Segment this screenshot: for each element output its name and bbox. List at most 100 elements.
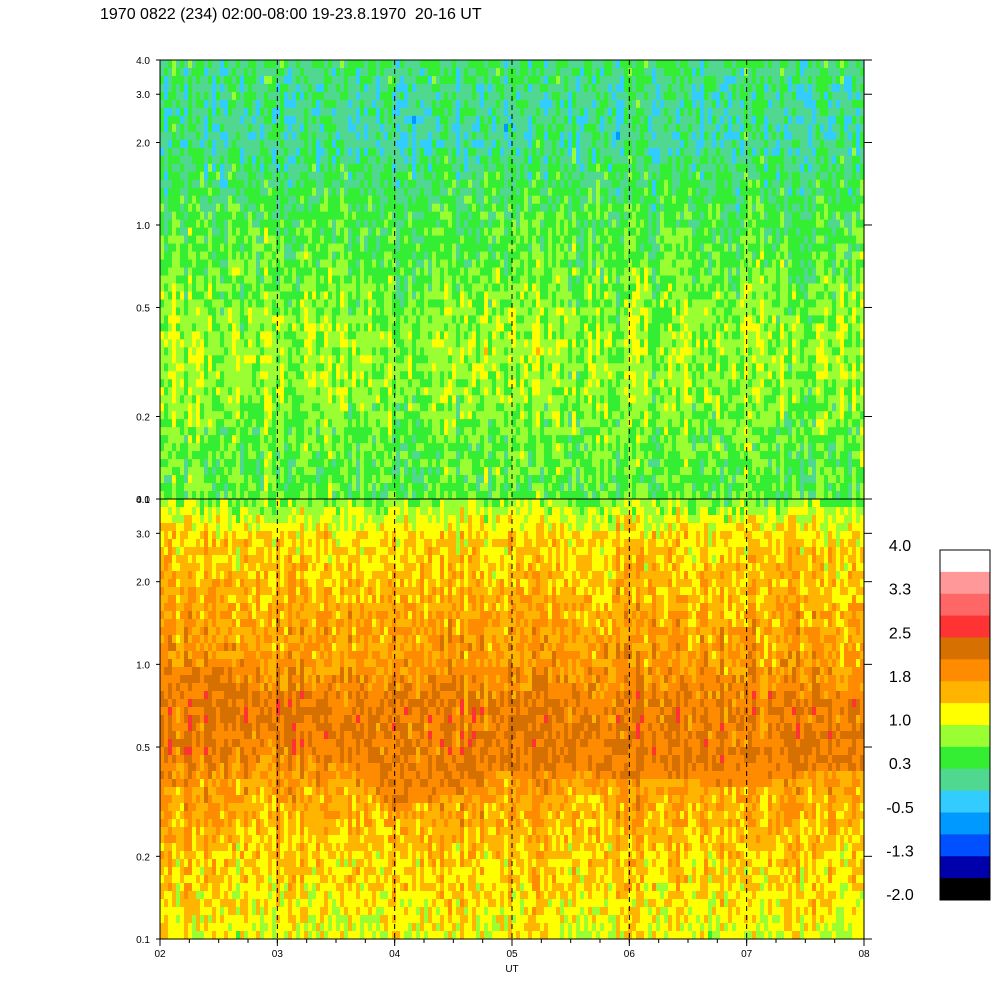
heatmap-cell (616, 147, 621, 157)
heatmap-cell (244, 275, 249, 285)
heatmap-cell (756, 139, 761, 149)
heatmap-cell (232, 275, 237, 285)
heatmap-cell (200, 131, 205, 141)
heatmap-cell (192, 211, 197, 221)
heatmap-cell (488, 227, 493, 237)
heatmap-cell (352, 171, 357, 181)
heatmap-cell (636, 67, 641, 77)
heatmap-cell (316, 235, 321, 245)
heatmap-cell (444, 83, 449, 93)
heatmap-cell (664, 67, 669, 77)
heatmap-cell (264, 67, 269, 77)
heatmap-cell (512, 107, 517, 117)
heatmap-cell (500, 83, 505, 93)
heatmap-cell (620, 187, 625, 197)
heatmap-cell (824, 99, 829, 109)
heatmap-cell (184, 91, 189, 101)
heatmap-cell (216, 147, 221, 157)
heatmap-cell (348, 115, 353, 125)
heatmap-cell (592, 139, 597, 149)
heatmap-cell (600, 91, 605, 101)
heatmap-cell (356, 67, 361, 77)
heatmap-cell (580, 115, 585, 125)
heatmap-cell (436, 211, 441, 221)
heatmap-cell (432, 187, 437, 197)
heatmap-cell (736, 123, 741, 133)
heatmap-cell (812, 235, 817, 245)
heatmap-cell (312, 83, 317, 93)
heatmap-cell (600, 99, 605, 109)
heatmap-cell (716, 179, 721, 189)
heatmap-cell (600, 259, 605, 269)
heatmap-cell (312, 147, 317, 157)
heatmap-cell (636, 171, 641, 181)
heatmap-cell (712, 203, 717, 213)
heatmap-cell (824, 275, 829, 285)
heatmap-cell (816, 267, 821, 277)
heatmap-cell (248, 195, 253, 205)
heatmap-cell (540, 267, 545, 277)
heatmap-cell (836, 123, 841, 133)
heatmap-cell (476, 155, 481, 165)
heatmap-cell (496, 91, 501, 101)
heatmap-cell (176, 203, 181, 213)
heatmap-cell (740, 235, 745, 245)
heatmap-cell (604, 107, 609, 117)
heatmap-cell (220, 211, 225, 221)
heatmap-cell (316, 67, 321, 77)
heatmap-cell (300, 275, 305, 285)
heatmap-cell (624, 179, 629, 189)
heatmap-cell (504, 123, 509, 133)
heatmap-cell (668, 115, 673, 125)
heatmap-cell (316, 75, 321, 85)
heatmap-cell (540, 115, 545, 125)
heatmap-cell (336, 83, 341, 93)
heatmap-cell (768, 195, 773, 205)
heatmap-cell (192, 275, 197, 285)
heatmap-cell (320, 115, 325, 125)
heatmap-cell (660, 235, 665, 245)
heatmap-cell (388, 163, 393, 173)
heatmap-cell (232, 259, 237, 269)
heatmap-cell (508, 131, 513, 141)
heatmap-cell (284, 115, 289, 125)
heatmap-cell (268, 107, 273, 117)
heatmap-cell (616, 67, 621, 77)
heatmap-cell (720, 275, 725, 285)
heatmap-cell (276, 123, 281, 133)
heatmap-cell (212, 60, 217, 69)
heatmap-cell (664, 195, 669, 205)
heatmap-cell (760, 243, 765, 253)
heatmap-cell (384, 275, 389, 285)
heatmap-cell (764, 99, 769, 109)
heatmap-cell (628, 99, 633, 109)
heatmap-cell (452, 99, 457, 109)
heatmap-cell (416, 139, 421, 149)
heatmap-cell (620, 275, 625, 285)
heatmap-cell (696, 75, 701, 85)
heatmap-cell (188, 195, 193, 205)
heatmap-cell (168, 147, 173, 157)
heatmap-cell (452, 267, 457, 277)
heatmap-cell (164, 251, 169, 261)
heatmap-cell (160, 83, 165, 93)
heatmap-cell (660, 187, 665, 197)
heatmap-cell (372, 259, 377, 269)
heatmap-cell (804, 219, 809, 229)
heatmap-cell (308, 259, 313, 269)
heatmap-cell (836, 131, 841, 141)
heatmap-cell (436, 171, 441, 181)
heatmap-cell (608, 227, 613, 237)
heatmap-cell (708, 131, 713, 141)
heatmap-cell (284, 187, 289, 197)
heatmap-cell (644, 171, 649, 181)
heatmap-cell (304, 107, 309, 117)
heatmap-cell (592, 131, 597, 141)
heatmap-cell (488, 75, 493, 85)
heatmap-cell (432, 99, 437, 109)
heatmap-cell (780, 139, 785, 149)
heatmap-cell (720, 171, 725, 181)
heatmap-cell (572, 203, 577, 213)
heatmap-cell (568, 115, 573, 125)
heatmap-cell (568, 67, 573, 77)
